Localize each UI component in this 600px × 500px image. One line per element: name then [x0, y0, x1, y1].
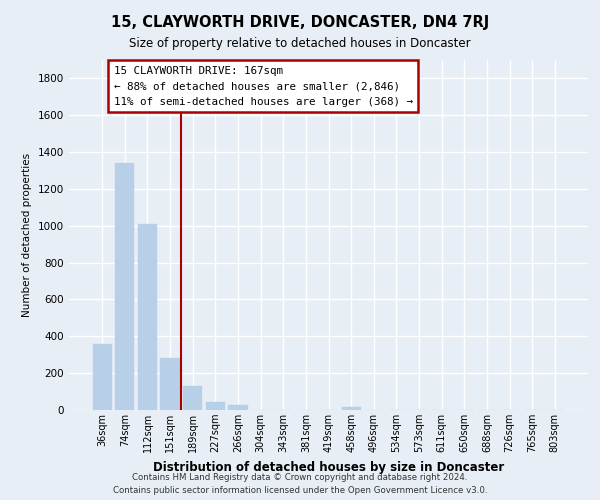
Y-axis label: Number of detached properties: Number of detached properties	[22, 153, 32, 317]
Bar	[229, 405, 248, 410]
Text: 15, CLAYWORTH DRIVE, DONCASTER, DN4 7RJ: 15, CLAYWORTH DRIVE, DONCASTER, DN4 7RJ	[111, 15, 489, 30]
Bar	[92, 344, 112, 410]
Bar	[183, 386, 202, 410]
Text: Contains HM Land Registry data © Crown copyright and database right 2024.
Contai: Contains HM Land Registry data © Crown c…	[113, 474, 487, 495]
Bar	[138, 224, 157, 410]
Text: 15 CLAYWORTH DRIVE: 167sqm
← 88% of detached houses are smaller (2,846)
11% of s: 15 CLAYWORTH DRIVE: 167sqm ← 88% of deta…	[113, 66, 413, 106]
Bar	[341, 406, 361, 410]
Text: Size of property relative to detached houses in Doncaster: Size of property relative to detached ho…	[129, 38, 471, 51]
Bar	[206, 402, 225, 410]
Bar	[115, 163, 134, 410]
Bar	[160, 358, 180, 410]
X-axis label: Distribution of detached houses by size in Doncaster: Distribution of detached houses by size …	[153, 460, 504, 473]
